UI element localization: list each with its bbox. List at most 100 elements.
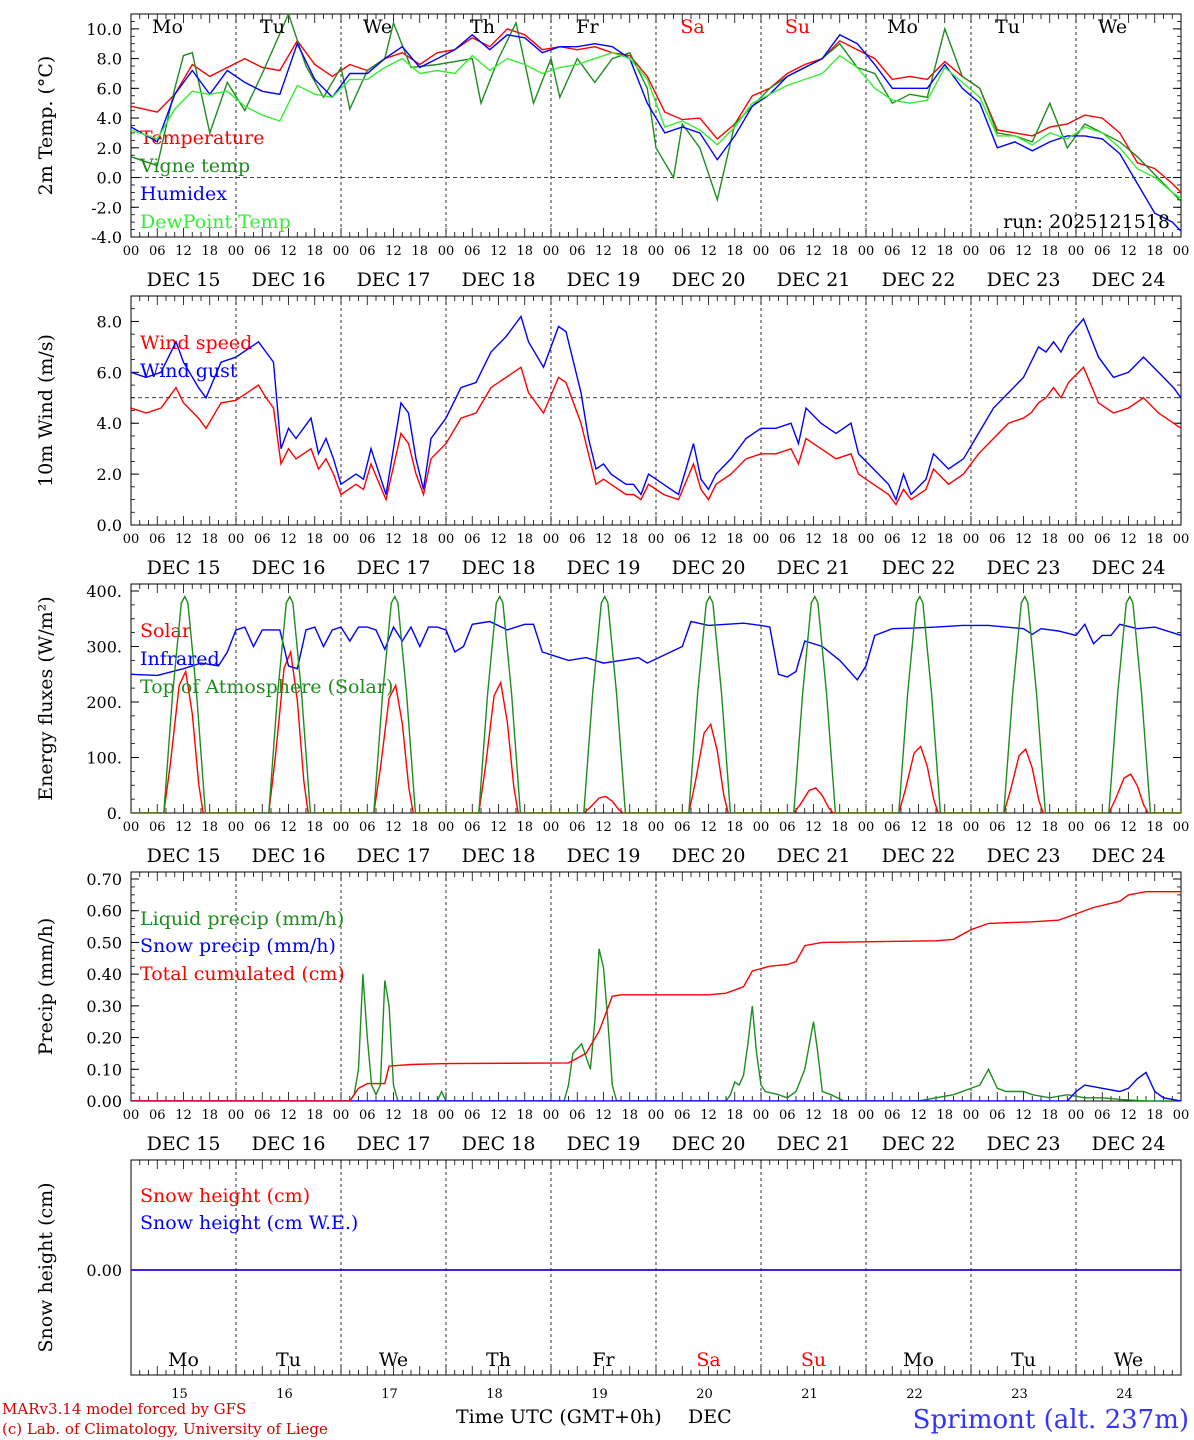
hour-tick-label: 12 <box>805 244 822 259</box>
hour-tick-label: 12 <box>490 532 507 547</box>
hour-tick-label: 00 <box>123 532 140 547</box>
hour-tick-label: 18 <box>516 820 533 835</box>
day-number-label: 24 <box>1116 1387 1133 1402</box>
hour-tick-label: 06 <box>464 532 481 547</box>
date-label: DEC 22 <box>882 1133 956 1155</box>
date-label: DEC 19 <box>567 557 641 579</box>
hour-tick-label: 06 <box>884 1108 901 1123</box>
date-label: DEC 24 <box>1092 557 1166 579</box>
hour-tick-label: 00 <box>1173 820 1190 835</box>
y-tick-label: 0.10 <box>86 1060 122 1079</box>
hour-tick-label: 18 <box>1146 532 1163 547</box>
hour-tick-label: 00 <box>858 532 875 547</box>
y-axis-label: Precip (mm/h) <box>35 918 57 1056</box>
hour-tick-label: 00 <box>228 244 245 259</box>
legend-entry: Humidex <box>140 183 227 205</box>
hour-tick-label: 12 <box>1015 244 1032 259</box>
legend-entry: Infrared <box>140 648 220 670</box>
hour-tick-label: 18 <box>306 820 323 835</box>
hour-tick-label: 18 <box>201 820 218 835</box>
hour-tick-label: 00 <box>543 820 560 835</box>
hour-tick-label: 12 <box>1120 820 1137 835</box>
panel-snow: 0.00 Snow height (cm) Snow height (cm) Snow… <box>35 1159 1182 1402</box>
hour-tick-label: 18 <box>201 1108 218 1123</box>
hour-tick-label: 18 <box>1146 820 1163 835</box>
date-label: DEC 24 <box>1092 1133 1166 1155</box>
hour-tick-label: 18 <box>726 820 743 835</box>
hour-tick-label: 06 <box>149 1108 166 1123</box>
model-credit: MARv3.14 model forced by GFS <box>2 1400 246 1418</box>
weekday-label: Fr <box>576 16 599 38</box>
date-label: DEC 19 <box>567 269 641 291</box>
panel-temperature: 10.0 8.0 6.0 4.0 2.0 0.0 -2.0 -4.0 2m Temp. (°C)… <box>35 13 1190 291</box>
hour-tick-label: 12 <box>1015 820 1032 835</box>
legend-entry: Snow height (cm W.E.) <box>140 1212 358 1234</box>
y-tick-label: 10.0 <box>86 20 122 39</box>
day-number-label: 18 <box>486 1387 503 1402</box>
series-liquid-precip-mm-h- <box>131 948 1181 1101</box>
day-number-label: 15 <box>171 1387 188 1402</box>
hour-tick-label: 00 <box>123 1108 140 1123</box>
hour-tick-label: 00 <box>333 532 350 547</box>
y-tick-label: 0.20 <box>86 1029 122 1048</box>
series-temperature <box>131 28 1181 193</box>
hour-tick-label: 00 <box>123 820 140 835</box>
date-label: DEC 16 <box>252 557 326 579</box>
weekday-label: Th <box>470 16 495 38</box>
y-tick-label: 0.0 <box>97 516 122 535</box>
series-wind-speed <box>131 365 1181 506</box>
hour-tick-label: 00 <box>1068 1108 1085 1123</box>
hour-tick-label: 18 <box>306 1108 323 1123</box>
date-label: DEC 21 <box>777 1133 851 1155</box>
hour-tick-label: 12 <box>1015 532 1032 547</box>
hour-tick-label: 06 <box>1094 532 1111 547</box>
hour-tick-label: 18 <box>726 532 743 547</box>
date-label: DEC 18 <box>462 845 536 867</box>
hour-tick-label: 06 <box>254 1108 271 1123</box>
hour-tick-label: 06 <box>884 820 901 835</box>
y-axis-label: Snow height (cm) <box>35 1182 57 1352</box>
date-label: DEC 19 <box>567 1133 641 1155</box>
date-label: DEC 18 <box>462 557 536 579</box>
hour-tick-label: 06 <box>989 532 1006 547</box>
hour-tick-label: 18 <box>1146 244 1163 259</box>
weekday-label: Tu <box>276 1349 301 1371</box>
legend-entry: Snow precip (mm/h) <box>140 935 336 957</box>
hour-tick-label: 06 <box>254 820 271 835</box>
hour-tick-label: 12 <box>805 532 822 547</box>
weekday-label: Su <box>801 1349 826 1371</box>
hour-tick-label: 18 <box>201 532 218 547</box>
hour-tick-label: 06 <box>989 820 1006 835</box>
date-label: DEC 16 <box>252 1133 326 1155</box>
hour-tick-label: 00 <box>1068 820 1085 835</box>
hour-tick-label: 18 <box>831 244 848 259</box>
hour-tick-label: 06 <box>569 532 586 547</box>
legend-entry: DewPoint Temp <box>140 211 291 233</box>
date-label: DEC 21 <box>777 269 851 291</box>
hour-tick-label: 00 <box>543 244 560 259</box>
weekday-label: Su <box>785 16 810 38</box>
date-label: DEC 21 <box>777 557 851 579</box>
hour-tick-label: 00 <box>858 1108 875 1123</box>
hour-tick-label: 12 <box>910 820 927 835</box>
hour-tick-label: 18 <box>726 244 743 259</box>
hour-tick-label: 06 <box>674 532 691 547</box>
y-tick-label: 200. <box>86 693 122 712</box>
panel-wind: 8.0 6.0 4.0 2.0 0.0 10m Wind (m/s) 00 06 12 18 00 0… <box>35 295 1189 579</box>
hour-tick-label: 12 <box>385 1108 402 1123</box>
weekday-label: Tu <box>260 16 285 38</box>
weekday-label: Sa <box>696 1349 720 1371</box>
y-axis-label: 2m Temp. (°C) <box>35 56 57 196</box>
run-label: run: 2025121518 <box>1003 211 1170 233</box>
hour-tick-label: 18 <box>1041 1108 1058 1123</box>
hour-tick-label: 12 <box>805 1108 822 1123</box>
legend-entry: Solar <box>140 620 192 642</box>
hour-tick-label: 00 <box>1173 244 1190 259</box>
date-label: DEC 17 <box>357 269 431 291</box>
hour-tick-label: 06 <box>884 244 901 259</box>
hour-tick-label: 12 <box>280 532 297 547</box>
hour-tick-label: 18 <box>411 1108 428 1123</box>
hour-tick-label: 00 <box>438 244 455 259</box>
hour-tick-label: 00 <box>753 244 770 259</box>
series-dewpoint-temp <box>131 51 1181 199</box>
